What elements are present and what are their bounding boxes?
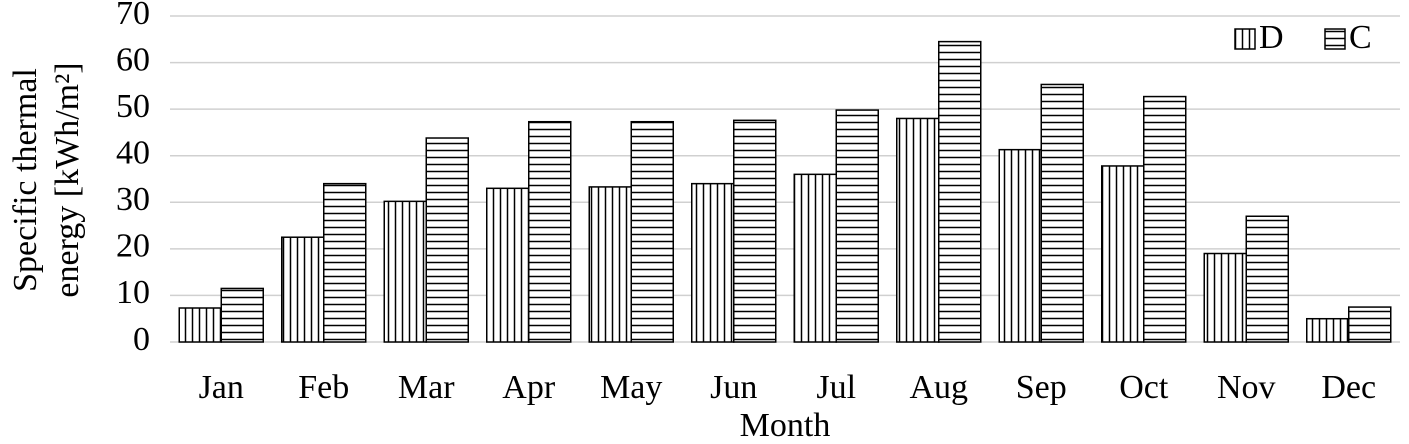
bar — [1245, 215, 1289, 343]
x-tick-label: May — [600, 369, 662, 406]
bar — [733, 119, 777, 343]
x-tick-label: Apr — [502, 369, 556, 406]
x-axis-label: Month — [740, 407, 831, 444]
bar — [1040, 83, 1084, 343]
bar — [1101, 165, 1145, 343]
bar — [528, 120, 572, 343]
bar — [486, 187, 530, 343]
x-tick-label: Jul — [816, 369, 856, 406]
y-tick-label: 20 — [116, 228, 150, 265]
bar — [938, 40, 982, 343]
bar — [588, 186, 632, 343]
x-tick-label: Dec — [1321, 369, 1376, 406]
y-tick-label: 30 — [116, 181, 150, 218]
x-tick-label: Jan — [199, 369, 244, 406]
y-tick-label: 40 — [116, 135, 150, 172]
y-tick-label: 10 — [116, 274, 150, 311]
bar — [178, 307, 222, 343]
x-tick-label: Mar — [398, 369, 455, 406]
bar — [1203, 252, 1247, 343]
bar — [1143, 95, 1187, 343]
bar — [383, 200, 427, 343]
x-tick-label: Sep — [1016, 369, 1067, 406]
legend-swatch — [1324, 28, 1346, 50]
x-tick-label: Feb — [298, 369, 349, 406]
bar — [1348, 306, 1392, 343]
legend-label: C — [1349, 19, 1372, 56]
y-axis-label: Specific thermal — [7, 68, 44, 292]
bar — [1306, 317, 1350, 343]
bar — [323, 182, 367, 343]
bar — [425, 137, 469, 343]
bar — [793, 173, 837, 343]
bar — [896, 117, 940, 343]
bar — [630, 120, 674, 343]
y-tick-label: 50 — [116, 88, 150, 125]
bar — [998, 148, 1042, 343]
y-tick-label: 70 — [116, 0, 150, 32]
x-tick-label: Nov — [1217, 369, 1276, 406]
legend-swatch — [1234, 28, 1256, 50]
bar — [835, 109, 879, 343]
y-axis-label: energy [kWh/m²] — [49, 62, 86, 297]
y-tick-label: 60 — [116, 41, 150, 78]
legend-label: D — [1259, 19, 1284, 56]
bar — [281, 236, 325, 343]
x-tick-label: Oct — [1119, 369, 1169, 406]
x-tick-label: Jun — [710, 369, 757, 406]
x-tick-label: Aug — [909, 369, 968, 406]
bar — [691, 182, 735, 343]
bar — [220, 287, 264, 343]
y-tick-label: 0 — [133, 321, 150, 358]
